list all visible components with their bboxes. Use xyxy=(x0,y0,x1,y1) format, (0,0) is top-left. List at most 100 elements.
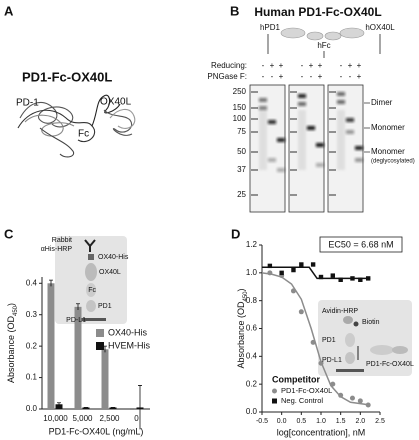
sign: + xyxy=(318,72,323,81)
legend-label: OX40-His xyxy=(108,327,148,337)
sign: + xyxy=(279,72,284,81)
ladder-band xyxy=(290,131,297,133)
point xyxy=(267,270,273,276)
ladder-label: 75 xyxy=(237,127,246,136)
annotation-box xyxy=(319,236,403,253)
sign: - xyxy=(349,72,352,81)
legend-marker xyxy=(272,398,277,404)
panel-letter: A xyxy=(4,3,14,18)
y-tick-label: 1.2 xyxy=(246,240,258,249)
x-tick-label: 1.5 xyxy=(336,418,346,425)
ladder-label: 250 xyxy=(233,87,247,96)
y-tick-label: 0.8 xyxy=(246,296,258,305)
ladder-band xyxy=(251,91,258,93)
ladder-band xyxy=(290,151,297,153)
ladder-label: 100 xyxy=(233,114,247,123)
legend-title: Competitor xyxy=(272,374,320,384)
point xyxy=(310,262,316,267)
assay-diagram xyxy=(55,236,127,324)
smear xyxy=(298,110,306,170)
sign: - xyxy=(262,72,265,81)
domain-arrows xyxy=(267,34,381,58)
band xyxy=(346,130,354,134)
diagram-label: Biotin xyxy=(362,319,380,326)
ladder-band xyxy=(290,194,297,196)
y-axis-label-sub: 450 xyxy=(243,291,249,302)
assay-diagram xyxy=(318,300,412,376)
band xyxy=(277,168,285,172)
protein-structure xyxy=(17,94,136,158)
band xyxy=(268,158,276,162)
domain-label: hOX40L xyxy=(365,23,395,32)
diagram-label: PD1 xyxy=(98,303,112,310)
y-axis-label-text: ) xyxy=(236,288,246,291)
sign: + xyxy=(279,61,284,70)
band xyxy=(355,158,363,162)
point xyxy=(318,274,324,280)
ladder-band xyxy=(251,107,258,109)
x-tick-label: 2.0 xyxy=(355,418,365,425)
y-axis-label-text: Absorbance (OD xyxy=(6,315,16,383)
ladder-band xyxy=(251,151,258,153)
legend-label: PD1-Fc-OX40L xyxy=(281,386,332,395)
x-tick-label: -0.5 xyxy=(256,418,268,425)
gel xyxy=(288,84,325,213)
bar xyxy=(47,283,55,409)
band xyxy=(316,163,324,167)
point xyxy=(357,398,363,404)
diagram-label: αHis-HRP xyxy=(41,246,73,253)
ladder-band xyxy=(329,131,336,133)
x-tick-label: 2.5 xyxy=(375,418,385,425)
part-label: OX40L xyxy=(100,97,132,108)
point xyxy=(299,262,304,267)
domain-label: hPD1 xyxy=(260,23,281,32)
point xyxy=(330,273,335,278)
x-tick-label: 0 xyxy=(134,414,139,423)
point xyxy=(349,395,355,401)
error-bar xyxy=(138,385,142,430)
sign: + xyxy=(270,61,275,70)
band xyxy=(355,146,363,150)
ladder-band xyxy=(251,169,258,171)
y-tick-label: 0.0 xyxy=(246,407,258,416)
ladder-band xyxy=(251,194,258,196)
y-axis-label: Absorbance (OD450) xyxy=(6,303,18,383)
ladder-band xyxy=(290,118,297,120)
part-label: PD-1 xyxy=(16,98,39,109)
band xyxy=(307,126,315,130)
sign: + xyxy=(357,72,362,81)
band xyxy=(259,106,267,110)
legend-swatch xyxy=(96,342,104,350)
point xyxy=(290,288,296,294)
condition-label: PNGase F: xyxy=(207,72,247,81)
diagram-label: PD1-Fc-OX40L xyxy=(366,361,414,368)
condition-label: Reducing: xyxy=(211,61,247,70)
point xyxy=(366,276,371,281)
x-tick-label: 0.0 xyxy=(277,418,287,425)
ladder-band xyxy=(251,118,258,120)
y-tick-label: 0.2 xyxy=(246,379,258,388)
diagram-label: Rabbit xyxy=(52,237,72,244)
point xyxy=(338,277,343,282)
sign: + xyxy=(357,61,362,70)
sign: - xyxy=(271,72,274,81)
point xyxy=(310,339,316,345)
x-tick-label: 5,000 xyxy=(72,414,93,423)
band xyxy=(298,102,306,106)
band-label: (deglycosylated) xyxy=(371,159,415,165)
fit-line xyxy=(262,266,371,280)
domain-label: hFc xyxy=(317,41,330,50)
band xyxy=(268,120,276,124)
point xyxy=(267,263,273,269)
x-tick-label: 0.5 xyxy=(296,418,306,425)
band xyxy=(337,92,345,96)
ladder-band xyxy=(329,107,336,109)
diagram-label: PD-L1 xyxy=(322,357,342,364)
point xyxy=(291,267,296,273)
legend-marker xyxy=(272,388,277,394)
sign: - xyxy=(340,72,343,81)
y-axis-label-text: ) xyxy=(6,303,16,306)
sign: - xyxy=(262,61,265,70)
